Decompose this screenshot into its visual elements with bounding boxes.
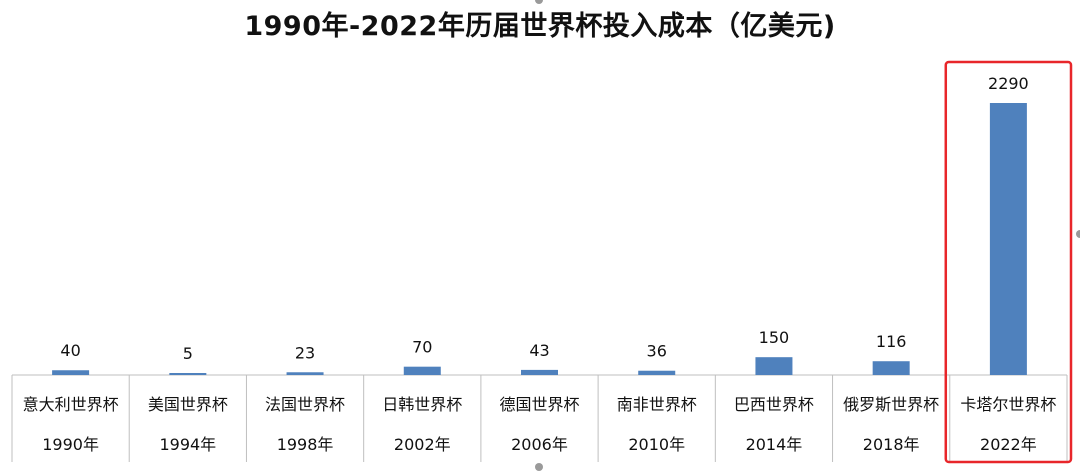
data-label: 5 — [183, 344, 193, 363]
x-tick-label: 法国世界杯 — [265, 395, 345, 414]
x-tick-label: 美国世界杯 — [148, 395, 228, 414]
data-label: 2290 — [988, 74, 1029, 93]
x-tick-year-label: 2022年 — [980, 435, 1037, 454]
x-tick-label: 日韩世界杯 — [382, 395, 462, 414]
x-tick-year-label: 1990年 — [42, 435, 99, 454]
bar — [52, 370, 90, 375]
x-tick-year-label: 1994年 — [159, 435, 216, 454]
x-tick-year-label: 1998年 — [277, 435, 334, 454]
data-label: 43 — [529, 341, 549, 360]
bar — [169, 373, 207, 375]
bar — [755, 357, 793, 375]
resize-handle-right[interactable] — [1076, 230, 1080, 238]
x-tick-label: 俄罗斯世界杯 — [843, 395, 939, 414]
bar — [286, 372, 324, 375]
data-label: 150 — [759, 328, 790, 347]
resize-handle-bottom[interactable] — [535, 463, 543, 471]
x-tick-label: 南非世界杯 — [617, 395, 697, 414]
data-label: 23 — [295, 343, 315, 362]
x-tick-year-label: 2010年 — [628, 435, 685, 454]
x-tick-year-label: 2002年 — [394, 435, 451, 454]
data-label: 70 — [412, 338, 432, 357]
x-tick-year-label: 2006年 — [511, 435, 568, 454]
x-tick-label: 意大利世界杯 — [23, 395, 119, 414]
x-tick-year-label: 2014年 — [746, 435, 803, 454]
bar — [521, 369, 558, 375]
x-tick-label: 卡塔尔世界杯 — [960, 395, 1056, 414]
bar — [872, 361, 910, 375]
data-label: 40 — [60, 341, 80, 360]
x-tick-label: 德国世界杯 — [499, 395, 579, 414]
bar — [403, 366, 441, 375]
x-tick-label: 巴西世界杯 — [734, 395, 814, 414]
bar — [989, 103, 1027, 375]
x-tick-year-label: 2018年 — [863, 435, 920, 454]
data-label: 36 — [647, 342, 667, 361]
highlight-box — [944, 60, 1073, 464]
bar — [638, 370, 676, 375]
resize-handle-top[interactable] — [535, 0, 543, 4]
chart-title: 1990年-2022年历届世界杯投入成本（亿美元) — [244, 11, 836, 42]
data-label: 116 — [876, 332, 907, 351]
